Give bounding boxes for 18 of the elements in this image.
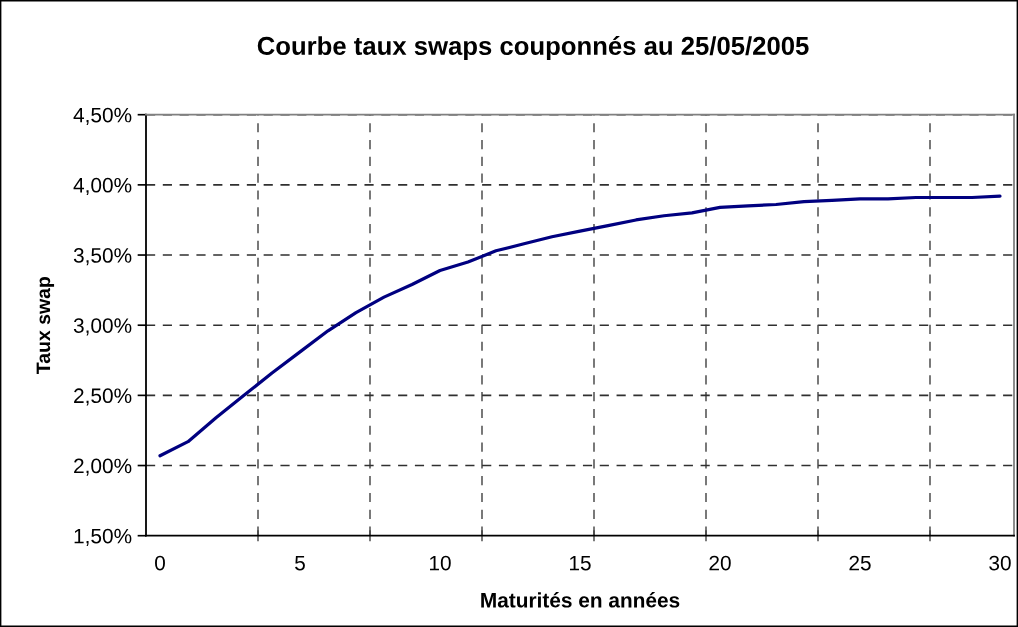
x-tick-label: 10 (430, 555, 451, 571)
x-tick-label: 0 (155, 555, 165, 571)
y-tick-label: 4,00% (73, 177, 132, 196)
x-tick-label: 15 (570, 555, 591, 571)
x-tick-label: 20 (709, 555, 731, 571)
x-tick-label: 5 (295, 555, 305, 571)
y-tick-label: 2,50% (74, 388, 132, 406)
y-axis-title: Taux swap (36, 277, 55, 374)
y-tick-label: 4,50% (73, 107, 132, 125)
x-axis-title: Maturités en années (481, 592, 680, 608)
y-tick-label: 3,00% (73, 318, 132, 336)
line-series (158, 194, 1002, 458)
y-tick-label: 1,50% (74, 528, 132, 546)
y-tick-label: 2,00% (74, 458, 132, 476)
x-tick-label: 25 (849, 555, 871, 571)
x-tick-label: 30 (989, 555, 1011, 571)
chart-title: Courbe taux swaps couponnés au 25/05/2005 (257, 35, 809, 61)
y-tick-label: 3,50% (73, 248, 132, 266)
